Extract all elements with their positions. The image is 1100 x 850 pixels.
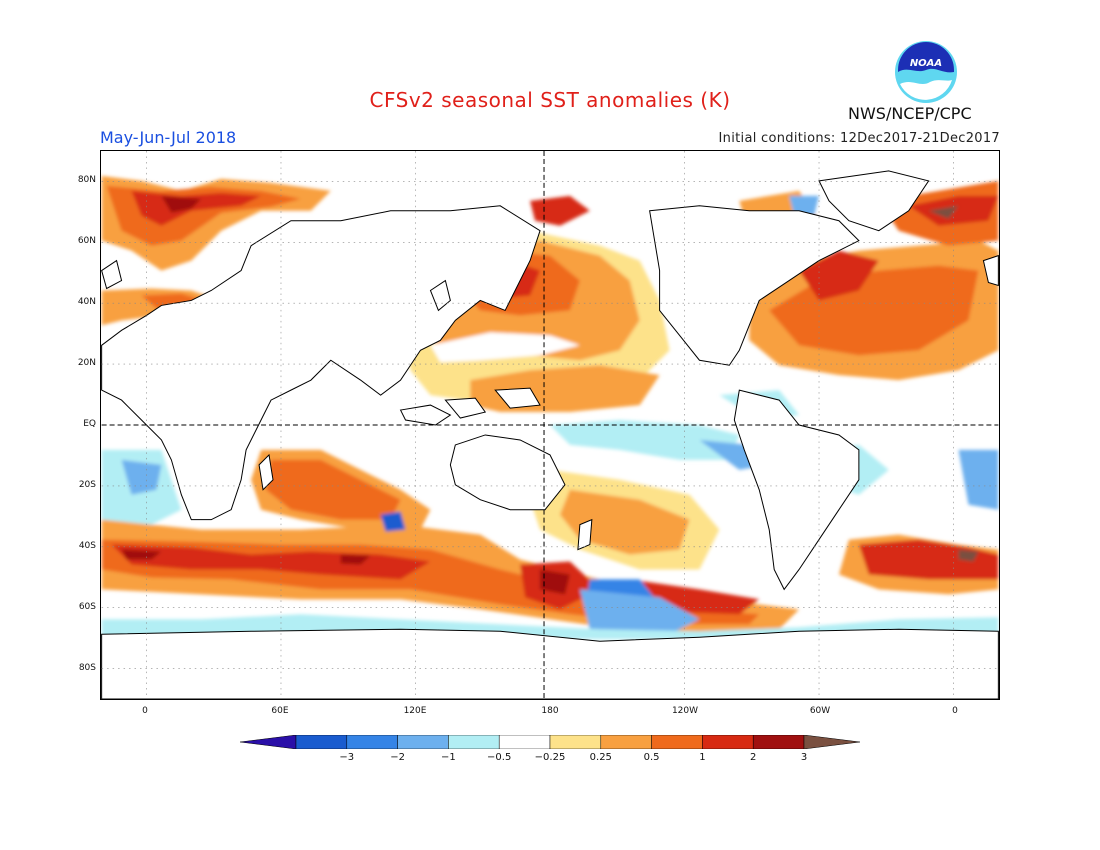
latitude-label: 20N	[77, 357, 96, 368]
colorbar-swatch	[498, 735, 551, 749]
latitude-label: 60N	[77, 235, 96, 246]
colorbar-max-arrow	[803, 735, 860, 749]
colorbar-swatch	[549, 735, 602, 749]
latitude-label: 40S	[78, 541, 96, 552]
colorbar-label: 0.25	[589, 752, 612, 763]
colorbar-label: 1	[699, 752, 706, 763]
colorbar-min-arrow	[240, 735, 297, 749]
colorbar-swatch	[752, 735, 805, 749]
colorbar-swatch	[397, 735, 449, 749]
longitude-label: 180	[541, 706, 559, 716]
latitude-label: 20S	[78, 480, 96, 491]
colorbar-swatch	[651, 735, 703, 749]
colorbar-swatch	[702, 735, 754, 749]
colorbar-label: 3	[800, 752, 808, 763]
latitude-label: 40N	[77, 296, 96, 307]
latitude-label: 60S	[78, 602, 96, 613]
noaa-logo-icon: NOAA	[895, 41, 957, 103]
sst-anomaly-map	[100, 150, 1000, 700]
longitude-label: 60E	[271, 706, 289, 716]
colorbar-label: −0.5	[487, 752, 512, 763]
map-title: CFSv2 seasonal SST anomalies (K)	[369, 88, 731, 112]
longitude-label: 0	[952, 706, 958, 716]
colorbar-label: −0.25	[534, 752, 566, 763]
colorbar-label: −3	[339, 752, 355, 763]
map-canvas	[101, 151, 999, 699]
forecast-period: May-Jun-Jul 2018	[100, 128, 237, 147]
colorbar-label: −2	[390, 752, 405, 763]
colorbar-label: 2	[750, 752, 757, 763]
colorbar-label: −1	[441, 752, 456, 763]
longitude-label: 60W	[809, 706, 831, 716]
latitude-label: 80S	[78, 663, 96, 674]
initial-conditions: Initial conditions: 12Dec2017-21Dec2017	[718, 131, 1000, 146]
colorbar-label: 0.5	[643, 752, 660, 763]
colorbar-swatch	[295, 735, 348, 749]
latitude-label: EQ	[83, 419, 96, 429]
land-masses	[101, 170, 999, 699]
latitude-label: 80N	[77, 174, 96, 185]
longitude-label: 120E	[403, 706, 427, 716]
longitude-label: 0	[142, 706, 148, 716]
agency-label: NWS/NCEP/CPC	[848, 104, 972, 123]
colorbar-swatch	[448, 735, 500, 749]
colorbar-swatch	[600, 735, 652, 749]
noaa-logo-text: NOAA	[910, 58, 942, 69]
colorbar	[240, 735, 860, 749]
longitude-label: 120W	[671, 706, 699, 716]
colorbar-swatch	[346, 735, 398, 749]
